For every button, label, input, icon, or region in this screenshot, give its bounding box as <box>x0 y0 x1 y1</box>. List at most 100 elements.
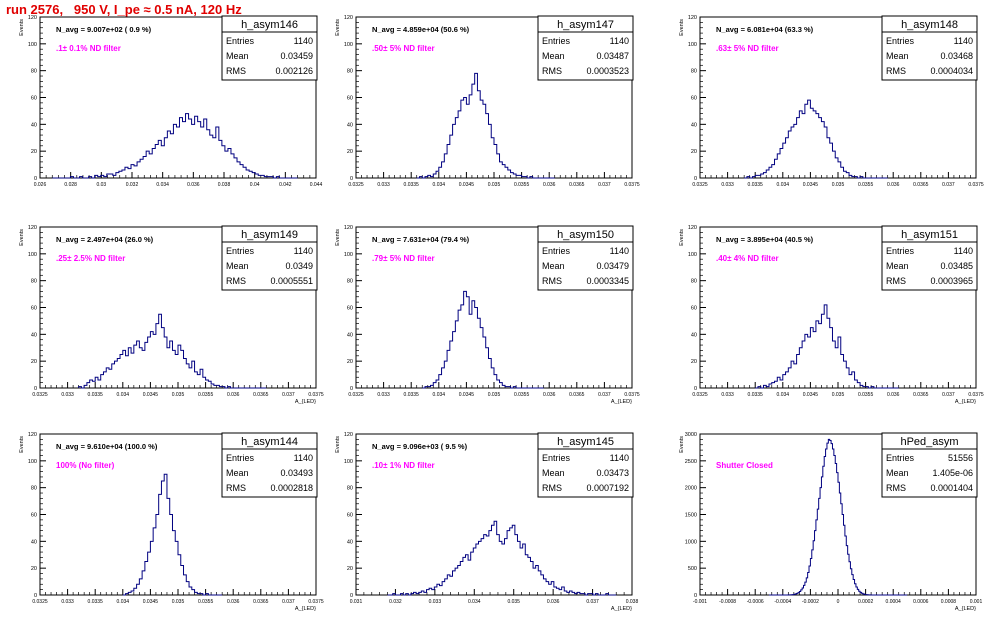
y-axis-label: Events <box>19 19 25 36</box>
filter-label: .79± 5% ND filter <box>372 254 435 263</box>
y-tick-label: 100 <box>344 459 353 465</box>
stats-label-entries: Entries <box>886 246 915 256</box>
y-axis-label: Events <box>19 436 25 453</box>
stats-title: h_asym148 <box>901 19 958 31</box>
histogram-outline <box>422 290 544 389</box>
y-tick-label: 3000 <box>685 432 697 438</box>
x-tick-label: 0.0325 <box>32 392 48 398</box>
stats-title: h_asym145 <box>557 436 614 448</box>
x-tick-label: 0.033 <box>721 392 734 398</box>
stats-box <box>221 448 318 498</box>
stats-value-entries: 1140 <box>294 36 313 46</box>
y-tick-label: 120 <box>344 225 353 231</box>
x-axis-label: A_{LED} <box>955 399 976 405</box>
y-tick-label: 100 <box>28 252 37 258</box>
stats-value-entries: 1140 <box>294 246 313 256</box>
y-tick-label: 40 <box>347 122 353 128</box>
x-tick-label: 0.033 <box>429 599 442 605</box>
x-tick-label: 0.033 <box>61 599 74 605</box>
filter-label: .25± 2.5% ND filter <box>56 254 125 263</box>
filter-label: Shutter Closed <box>716 461 773 470</box>
stats-value-mean: 0.03473 <box>596 468 629 478</box>
chart-h_asym151: 0 20 40 60 80 100 120 0.0325 0.033 0.0335 0.034 0.0… <box>679 225 984 405</box>
y-tick-label: 80 <box>691 69 697 75</box>
x-tick-label: 0.037 <box>598 392 611 398</box>
x-tick-label: 0.0335 <box>404 182 420 188</box>
y-tick-label: 1500 <box>685 513 697 519</box>
chart-h_asym144: 0 20 40 60 80 100 120 0.0325 0.033 0.0335 0.034 0.0… <box>19 432 324 612</box>
stats-title: h_asym149 <box>241 229 298 241</box>
x-tick-label: 0.034 <box>156 182 169 188</box>
histogram-outline <box>122 473 223 596</box>
y-tick-label: 80 <box>31 279 37 285</box>
stats-value-mean: 0.03493 <box>280 468 313 478</box>
y-tick-label: 40 <box>691 122 697 128</box>
stats-value-mean: 0.03479 <box>596 261 629 271</box>
x-tick-label: 0.0325 <box>692 182 708 188</box>
stats-title: h_asym146 <box>241 19 298 31</box>
y-tick-label: 120 <box>28 225 37 231</box>
y-tick-label: 0 <box>694 176 697 182</box>
y-tick-label: 120 <box>688 15 697 21</box>
y-tick-label: 100 <box>344 252 353 258</box>
stats-label-rms: RMS <box>542 483 562 493</box>
x-tick-label: 0.0002 <box>858 599 874 605</box>
y-tick-label: 120 <box>344 432 353 438</box>
x-axis-label: A_{LED} <box>955 606 976 612</box>
y-axis-label: Events <box>679 436 685 453</box>
x-tick-label: 0.0335 <box>88 392 104 398</box>
stats-label-rms: RMS <box>886 66 906 76</box>
stats-label-entries: Entries <box>542 246 571 256</box>
y-tick-label: 60 <box>691 96 697 102</box>
stats-label-mean: Mean <box>542 468 565 478</box>
stats-value-entries: 1140 <box>954 36 973 46</box>
filter-label: .10± 1% ND filter <box>372 461 435 470</box>
x-tick-label: 0.035 <box>488 392 501 398</box>
x-tick-label: 0.035 <box>172 599 185 605</box>
x-tick-label: 0.034 <box>777 392 790 398</box>
stats-value-rms: 0.0003345 <box>586 276 629 286</box>
x-axis-label: A_{LED} <box>611 606 632 612</box>
stats-label-rms: RMS <box>886 483 906 493</box>
stats-label-rms: RMS <box>886 276 906 286</box>
x-tick-label: 0.035 <box>507 599 520 605</box>
y-tick-label: 60 <box>347 306 353 312</box>
stats-label-mean: Mean <box>226 51 249 61</box>
y-tick-label: 80 <box>691 279 697 285</box>
x-tick-label: 0.0345 <box>459 182 475 188</box>
stats-box <box>221 241 318 291</box>
x-tick-label: 0.04 <box>250 182 260 188</box>
stats-title: h_asym144 <box>241 436 298 448</box>
x-tick-label: 0.037 <box>942 392 955 398</box>
stats-value-rms: 0.0001404 <box>930 483 973 493</box>
x-tick-label: 0.034 <box>433 392 446 398</box>
stats-box <box>881 31 978 81</box>
stats-title: h_asym151 <box>901 229 958 241</box>
stats-value-mean: 0.0349 <box>285 261 313 271</box>
x-tick-label: 0.033 <box>377 392 390 398</box>
x-tick-label: 0.0375 <box>624 182 640 188</box>
x-tick-label: 0.0365 <box>253 392 269 398</box>
x-tick-label: 0.0006 <box>913 599 929 605</box>
stats-value-rms: 0.0005551 <box>270 276 313 286</box>
filter-label: 100% (No filter) <box>56 461 115 470</box>
n-avg-label: N_avg = 7.631e+04 (79.4 %) <box>372 235 470 244</box>
filter-label: .1± 0.1% ND filter <box>56 44 121 53</box>
x-tick-label: 0.036 <box>187 182 200 188</box>
n-avg-label: N_avg = 9.610e+04 (100.0 %) <box>56 442 158 451</box>
stats-value-mean: 0.03487 <box>596 51 629 61</box>
x-tick-label: 0.034 <box>468 599 481 605</box>
y-tick-label: 120 <box>28 15 37 21</box>
y-tick-label: 500 <box>688 566 697 572</box>
stats-value-rms: 0.0002818 <box>270 483 313 493</box>
y-tick-label: 120 <box>28 432 37 438</box>
y-tick-label: 0 <box>34 593 37 599</box>
stats-value-mean: 1.405e-06 <box>932 468 973 478</box>
y-tick-label: 20 <box>347 359 353 365</box>
histogram-outline <box>387 520 617 596</box>
x-axis-label: A_{LED} <box>611 399 632 405</box>
x-tick-label: 0.0355 <box>858 182 874 188</box>
y-tick-label: 60 <box>31 513 37 519</box>
y-tick-label: 40 <box>31 122 37 128</box>
